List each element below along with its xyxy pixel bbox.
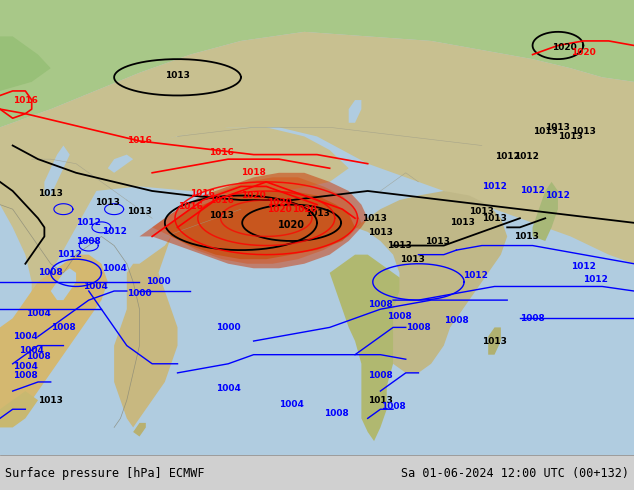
Text: 1008: 1008 [51,323,76,332]
Text: 1013: 1013 [571,127,596,136]
Text: 1012: 1012 [583,275,609,284]
Text: 1020: 1020 [571,48,596,57]
Text: 1013: 1013 [425,237,450,245]
Polygon shape [152,177,361,264]
Text: 1013: 1013 [95,198,120,207]
Text: 1004: 1004 [101,264,127,273]
Text: 1013: 1013 [304,209,330,218]
Text: 1020: 1020 [266,198,292,207]
Text: 1008: 1008 [76,237,101,245]
Text: 1013: 1013 [482,214,507,223]
Polygon shape [0,32,634,295]
Text: 1013: 1013 [368,395,393,405]
Text: 1004: 1004 [82,282,108,291]
Text: 1013: 1013 [165,71,190,79]
Text: 1013: 1013 [399,255,425,264]
Text: 1013: 1013 [127,207,152,216]
Text: 1013: 1013 [38,395,63,405]
Text: 1018: 1018 [241,168,266,177]
Polygon shape [0,36,51,91]
Text: 1008: 1008 [368,370,393,380]
Polygon shape [349,100,361,123]
Text: 1016: 1016 [13,96,38,104]
Text: 1020: 1020 [241,191,266,200]
Text: 1008: 1008 [323,409,349,418]
Text: 1008: 1008 [380,402,406,412]
Text: 1016: 1016 [209,148,235,157]
Polygon shape [330,255,412,441]
Polygon shape [533,182,558,241]
Text: 1004: 1004 [13,362,38,370]
Text: 1013: 1013 [209,212,235,220]
Text: 1012: 1012 [76,219,101,227]
Polygon shape [133,423,146,437]
Text: 1013: 1013 [558,132,583,141]
Text: 1000: 1000 [127,289,152,298]
Text: 1008: 1008 [520,314,545,323]
Text: 1016: 1016 [127,136,152,146]
Text: 1013: 1013 [482,337,507,345]
Text: 1016: 1016 [209,196,235,205]
Text: 1004: 1004 [13,332,38,341]
Text: 1012: 1012 [482,182,507,191]
Polygon shape [108,155,133,173]
Text: 1016: 1016 [190,189,216,198]
Text: 1012: 1012 [571,262,596,270]
Text: 1004: 1004 [216,384,241,393]
Text: 1000: 1000 [146,277,171,287]
Polygon shape [165,191,355,259]
Text: 1013: 1013 [545,123,571,132]
Text: 1008: 1008 [406,323,431,332]
Text: 1004: 1004 [25,309,51,318]
Text: 1012: 1012 [520,187,545,196]
Text: 1012: 1012 [514,152,539,161]
Polygon shape [139,173,368,269]
Text: 1008: 1008 [25,352,51,362]
Text: 1008: 1008 [13,370,38,380]
Polygon shape [355,191,507,373]
Text: 1020: 1020 [292,205,317,214]
Text: Surface pressure [hPa] ECMWF: Surface pressure [hPa] ECMWF [5,466,205,480]
Text: 1016: 1016 [178,202,203,211]
Text: 1013: 1013 [387,241,412,250]
Text: 1004: 1004 [279,400,304,409]
Text: 1000: 1000 [216,323,240,332]
Text: 1012: 1012 [101,227,127,236]
Text: 1012: 1012 [545,191,571,200]
Text: 1020: 1020 [278,220,305,230]
Polygon shape [0,114,63,205]
Polygon shape [0,0,634,127]
Text: 1013: 1013 [533,127,558,136]
Text: 1020: 1020 [552,43,577,52]
Polygon shape [0,391,38,427]
Polygon shape [32,127,349,196]
Text: 1008: 1008 [368,300,393,309]
Text: 1008: 1008 [38,269,63,277]
Text: 1004: 1004 [19,345,44,355]
Text: 1008: 1008 [387,312,412,320]
Polygon shape [114,237,178,427]
Text: 1013: 1013 [361,214,387,223]
Text: 1013: 1013 [514,232,539,241]
Text: 1012: 1012 [463,270,488,280]
Text: 1013: 1013 [38,189,63,198]
Text: 1008: 1008 [444,316,469,325]
Text: 1020: 1020 [266,205,292,214]
Text: 1012: 1012 [495,152,520,161]
Text: 1013: 1013 [368,228,393,237]
Polygon shape [51,269,76,300]
Text: 1013: 1013 [469,207,495,216]
Polygon shape [0,255,108,418]
Text: 1012: 1012 [57,250,82,259]
Polygon shape [488,327,501,355]
Text: 1013: 1013 [450,219,476,227]
Text: Sa 01-06-2024 12:00 UTC (00+132): Sa 01-06-2024 12:00 UTC (00+132) [401,466,629,480]
Polygon shape [44,146,70,196]
